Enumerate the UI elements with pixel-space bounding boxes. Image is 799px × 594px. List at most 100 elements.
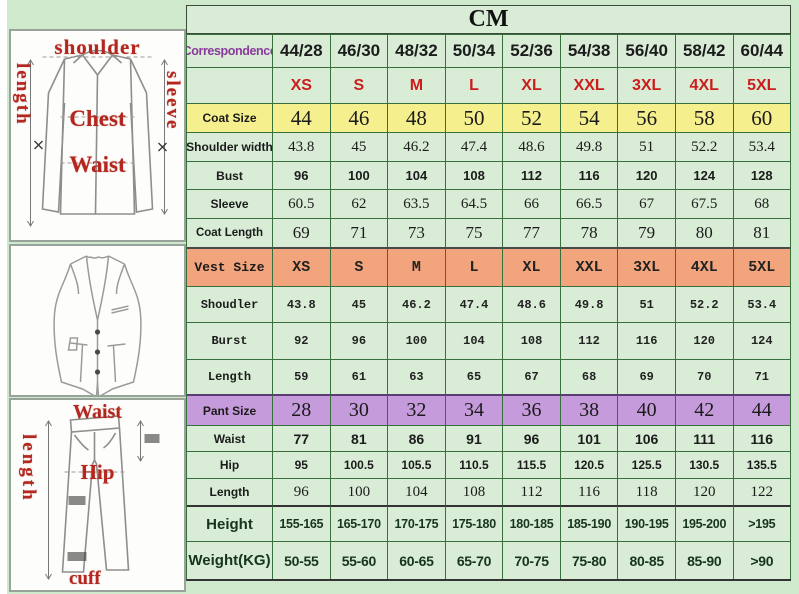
- table-cell: 105.5: [388, 451, 446, 478]
- table-cell: XS: [273, 247, 331, 286]
- row-label: Bust: [187, 161, 273, 189]
- unit-header: CM: [186, 5, 791, 34]
- table-cell: 95: [273, 451, 331, 478]
- row-label: Coat Size: [187, 103, 273, 132]
- table-cell: 128: [733, 161, 792, 189]
- jacket-illustration: [27, 49, 168, 227]
- table-cell: 100: [330, 161, 389, 189]
- table-cell: 36: [503, 394, 561, 425]
- table-cell: 108: [503, 322, 561, 359]
- table-cell: 75-80: [560, 541, 619, 579]
- table-cell: 45: [330, 286, 389, 322]
- table-cell: 130.5: [675, 451, 734, 478]
- table-cell: 100.5: [330, 451, 389, 478]
- jacket-diagram: shoulder length sleeve Chest Waist: [9, 29, 186, 242]
- table-cell: 49.8: [560, 132, 619, 161]
- table-row-shoudler: Shoudler 43.8 45 46.2 47.4 48.6 49.8 51 52.2 53.4: [187, 286, 792, 322]
- table-cell: 71: [330, 218, 389, 247]
- table-cell: 78: [560, 218, 619, 247]
- table-cell: 68: [560, 359, 619, 394]
- vest-diagram: [9, 244, 186, 397]
- table-cell: 3XL: [618, 67, 676, 103]
- table-cell: >195: [733, 505, 792, 541]
- table-cell: 106: [618, 425, 676, 451]
- table-cell: 155-165: [273, 505, 331, 541]
- table-cell: 51: [618, 132, 676, 161]
- table-cell: 52: [503, 103, 561, 132]
- table-cell: 45: [330, 132, 389, 161]
- table-cell: 60/44: [733, 34, 792, 67]
- table-cell: 91: [445, 425, 504, 451]
- table-cell: 180-185: [503, 505, 561, 541]
- table-cell: 104: [445, 322, 504, 359]
- table-cell: 4XL: [675, 67, 734, 103]
- table-cell: 116: [560, 478, 619, 505]
- table-cell: 70-75: [503, 541, 561, 579]
- table-cell: 60.5: [273, 189, 331, 218]
- table-cell: 85-90: [675, 541, 734, 579]
- table-cell: 52.2: [675, 132, 734, 161]
- table-cell: 112: [560, 322, 619, 359]
- table-cell: 51: [618, 286, 676, 322]
- row-label: Coat Length: [187, 218, 273, 247]
- table-cell: 28: [273, 394, 331, 425]
- table-cell: 100: [388, 322, 446, 359]
- table-cell: 53.4: [733, 132, 792, 161]
- row-label: Waist: [187, 425, 273, 451]
- pants-cuff-label: cuff: [69, 568, 101, 589]
- table-cell: 116: [733, 425, 792, 451]
- table-cell: 80-85: [618, 541, 676, 579]
- table-cell: 52.2: [675, 286, 734, 322]
- table-cell: S: [330, 67, 389, 103]
- table-cell: 3XL: [618, 247, 676, 286]
- table-cell: 47.4: [445, 132, 504, 161]
- row-label: Correspondence: [187, 34, 273, 67]
- size-table: CM Correspondence 44/28 46/30 48/32 50/34 52/…: [186, 5, 792, 594]
- table-cell: 48.6: [503, 132, 561, 161]
- table-cell: 77: [503, 218, 561, 247]
- table-cell: 58/42: [675, 34, 734, 67]
- table-row-pant-size: Pant Size 28 30 32 34 36 38 40 42 44: [187, 394, 792, 425]
- row-label: [187, 67, 273, 103]
- table-cell: 120: [618, 161, 676, 189]
- left-white-strip: [0, 0, 7, 594]
- table-cell: 120: [675, 478, 734, 505]
- vest-illustration: [53, 255, 142, 395]
- table-cell: 67: [618, 189, 676, 218]
- table-cell: 67: [503, 359, 561, 394]
- size-table-rows: Correspondence 44/28 46/30 48/32 50/34 52/36 5…: [186, 34, 792, 581]
- table-cell: 44: [733, 394, 792, 425]
- table-cell: 120.5: [560, 451, 619, 478]
- table-cell: 80: [675, 218, 734, 247]
- table-cell: 69: [273, 218, 331, 247]
- table-cell: 116: [560, 161, 619, 189]
- table-cell: L: [445, 67, 504, 103]
- table-cell: XL: [503, 67, 561, 103]
- table-cell: 104: [388, 161, 446, 189]
- table-cell: 52/36: [503, 34, 561, 67]
- table-cell: M: [388, 247, 446, 286]
- jacket-waist-label: Waist: [69, 152, 126, 177]
- table-cell: 63.5: [388, 189, 446, 218]
- table-cell: 48/32: [388, 34, 446, 67]
- table-row-coat-size: Coat Size 44 46 48 50 52 54 56 58 60: [187, 103, 792, 132]
- table-cell: L: [445, 247, 504, 286]
- table-cell: 65-70: [445, 541, 504, 579]
- table-cell: 50/34: [445, 34, 504, 67]
- table-cell: 75: [445, 218, 504, 247]
- table-cell: 58: [675, 103, 734, 132]
- table-cell: 81: [733, 218, 792, 247]
- table-cell: XL: [503, 247, 561, 286]
- table-cell: 112: [503, 161, 561, 189]
- table-row-hip: Hip 95 100.5 105.5 110.5 115.5 120.5 125.5 130.5…: [187, 451, 792, 478]
- table-cell: 46.2: [388, 132, 446, 161]
- table-cell: 185-190: [560, 505, 619, 541]
- table-row-burst: Burst 92 96 100 104 108 112 116 120 124: [187, 322, 792, 359]
- table-cell: 108: [445, 161, 504, 189]
- table-cell: 73: [388, 218, 446, 247]
- jacket-shoulder-label: shoulder: [54, 35, 141, 59]
- jacket-length-label: length: [12, 63, 33, 126]
- row-label: Vest Size: [187, 247, 273, 286]
- table-cell: 77: [273, 425, 331, 451]
- table-cell: 110.5: [445, 451, 504, 478]
